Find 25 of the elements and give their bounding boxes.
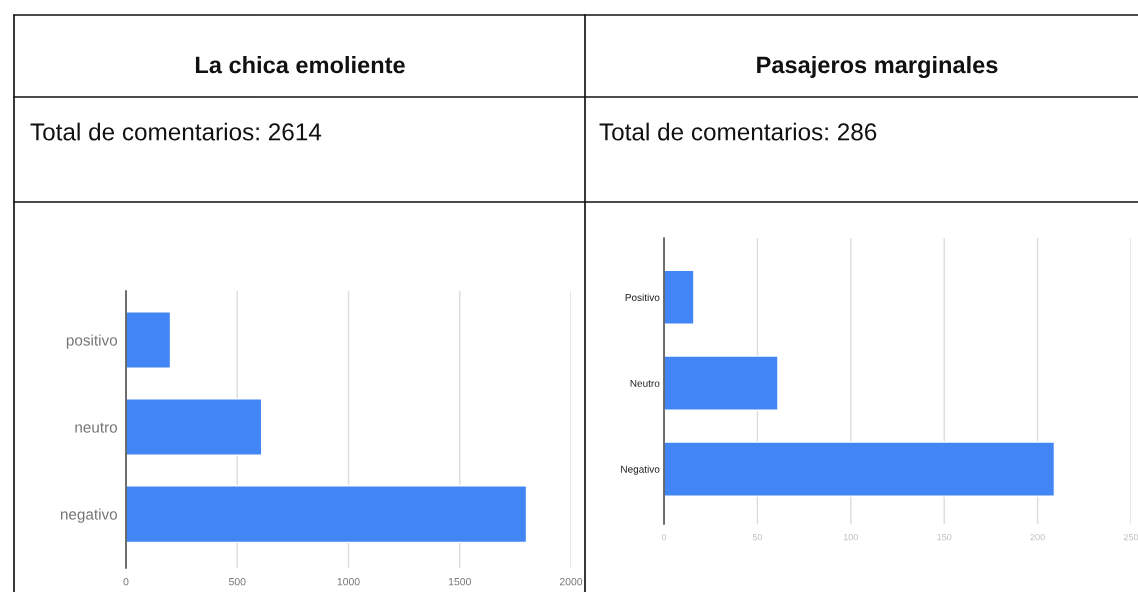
x-tick-label: 100	[843, 533, 858, 541]
bar	[664, 441, 1056, 497]
x-tick-label: 50	[752, 533, 763, 541]
chart-title: La chica emoliente	[195, 56, 405, 74]
x-tick-label: 150	[937, 533, 952, 541]
chart-subtitle: Total de comentarios: 2614	[30, 122, 322, 141]
x-tick-label: 1000	[337, 578, 360, 586]
x-tick-label: 0	[123, 578, 129, 586]
x-tick-label: 500	[228, 578, 246, 586]
chart-title: Pasajeros marginales	[757, 55, 998, 79]
bar	[126, 398, 263, 456]
chart-subtitle: Total de comentarios: 286	[599, 122, 877, 141]
y-tick-label: positivo	[66, 334, 118, 349]
y-tick-label: Negativo	[621, 465, 660, 475]
y-tick-label: Neutro	[630, 379, 660, 387]
bar	[664, 269, 695, 326]
y-tick-label: Positivo	[625, 293, 660, 301]
bar	[126, 311, 172, 369]
x-tick-label: 1500	[448, 578, 471, 586]
x-tick-label: 250	[1123, 533, 1138, 541]
bar	[126, 485, 528, 544]
y-tick-label: neutro	[75, 422, 118, 433]
x-tick-label: 2000	[559, 578, 583, 586]
bar	[664, 355, 779, 411]
y-tick-label: negativo	[60, 508, 118, 523]
